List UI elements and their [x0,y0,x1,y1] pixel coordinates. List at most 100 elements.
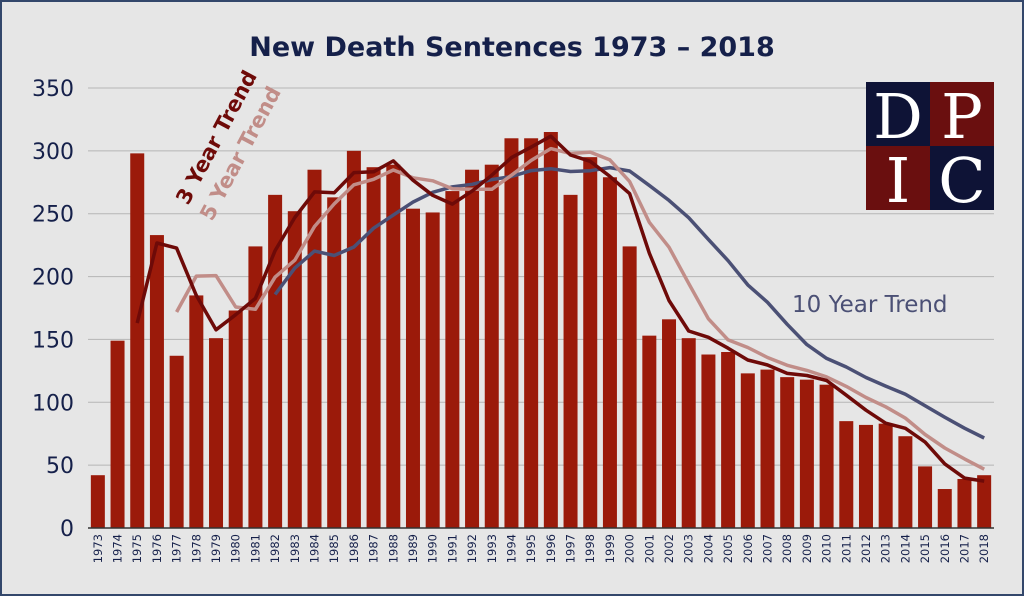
trend-line-5-year [175,146,986,471]
y-tick-label: 50 [46,454,74,479]
x-tick-label: 2002 [662,534,676,563]
x-tick-label: 1996 [544,534,558,563]
x-tick-label: 2015 [918,534,932,563]
x-tick-label: 2009 [800,534,814,563]
legend-10-year-trend: 10 Year Trend [792,292,948,318]
logo-letter: P [941,80,983,153]
x-tick-label: 1974 [111,534,125,563]
x-tick-label: 1986 [347,534,361,563]
x-tick-label: 2010 [820,534,834,563]
bar-2004 [701,354,716,528]
bar-1986 [346,150,361,528]
x-tick-label: 1999 [603,534,617,563]
x-tick-label: 1992 [465,534,479,563]
x-tick-label: 1993 [485,534,499,563]
x-tick-label: 2007 [761,534,775,563]
y-tick-label: 150 [32,328,74,353]
bar-2001 [642,335,657,528]
bar-2011 [839,421,854,528]
logo-letter: I [886,144,911,217]
x-tick-label: 2004 [701,534,715,563]
x-tick-label: 1975 [130,534,144,563]
x-tick-label: 2005 [721,534,735,563]
bar-2016 [937,489,952,528]
x-tick-label: 2018 [977,534,991,563]
bar-2010 [819,384,834,528]
x-tick-label: 1987 [367,534,381,563]
bar-2005 [721,352,736,528]
y-tick-label: 300 [32,140,74,165]
bar-2008 [780,377,795,528]
logo-tile [866,82,930,146]
x-tick-label: 2006 [741,534,755,563]
x-tick-label: 1991 [445,534,459,563]
x-tick-label: 1998 [583,534,597,563]
chart-title: New Death Sentences 1973 – 2018 [249,32,775,63]
x-tick-label: 1979 [209,534,223,563]
bar-1977 [169,355,184,528]
x-tick-label: 2008 [780,534,794,563]
bar-1991 [445,191,460,529]
bar-1992 [465,169,480,528]
bar-2015 [918,466,933,528]
trend-line-3-year [135,134,985,483]
x-tick-label: 1978 [189,534,203,563]
x-tick-label: 1995 [524,534,538,563]
bar-1994 [504,138,519,529]
x-tick-label: 1976 [150,534,164,563]
bar-2013 [878,423,893,528]
bar-1974 [110,340,125,528]
logo-letter: D [873,80,923,153]
x-tick-label: 1982 [268,534,282,563]
bar-1988 [386,164,401,528]
x-tick-label: 2016 [938,534,952,563]
bar-1978 [189,295,204,528]
x-tick-label: 1984 [308,534,322,563]
bar-1985 [327,197,342,528]
x-tick-label: 1981 [248,534,262,563]
bar-1982 [268,194,283,528]
bar-2003 [681,338,696,528]
bar-2006 [740,373,755,528]
x-tick-label: 2001 [642,534,656,563]
bar-1979 [209,338,224,528]
x-tick-label: 1977 [170,534,184,563]
logo-tile [866,146,930,210]
bar-1975 [130,153,145,528]
x-tick-label: 1989 [406,534,420,563]
bar-2009 [799,379,814,528]
dpic-logo: D PI C [866,80,994,217]
bar-1983 [287,211,302,528]
logo-tile [930,146,994,210]
bar-2014 [898,436,913,528]
bar-2012 [858,424,873,528]
bar-1996 [543,132,558,528]
x-tick-label: 1983 [288,534,302,563]
x-tick-label: 2003 [682,534,696,563]
y-tick-label: 200 [32,266,74,291]
logo-letter: C [938,144,985,217]
bar-2017 [957,478,972,528]
y-tick-label: 350 [32,77,74,102]
bar-1993 [484,164,499,528]
bar-1989 [405,208,420,528]
bar-1981 [248,246,263,528]
x-tick-label: 2014 [898,534,912,563]
bar-1999 [602,177,617,528]
x-tick-label: 2011 [839,534,853,563]
bar-1987 [366,167,381,528]
bar-2000 [622,246,637,528]
x-tick-label: 1994 [504,534,518,563]
bar-1995 [524,138,539,529]
x-tick-label: 1988 [386,534,400,563]
bar-2018 [977,475,992,528]
y-tick-label: 0 [60,517,74,542]
bar-1984 [307,169,322,528]
x-tick-label: 2017 [957,534,971,563]
x-tick-label: 2013 [879,534,893,563]
bar-1998 [583,157,598,528]
x-tick-label: 1985 [327,534,341,563]
bar-1990 [425,212,440,528]
bar-1973 [90,475,105,528]
y-tick-label: 100 [32,391,74,416]
